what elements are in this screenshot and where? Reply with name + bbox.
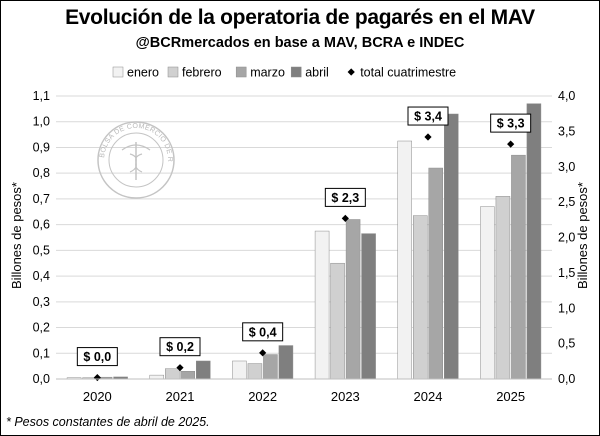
- total-label-box: [324, 187, 366, 207]
- legend-label: marzo: [250, 66, 285, 80]
- y-tick-label: 1,0: [33, 115, 50, 129]
- y2-tick-label: 4,0: [558, 89, 575, 103]
- gridlines: [56, 95, 552, 354]
- total-label-box: [242, 322, 284, 342]
- bar-marzo: [428, 167, 443, 380]
- bar-febrero: [495, 196, 511, 380]
- seal-inner-ring: [108, 132, 164, 188]
- seal-emblem-wings: [121, 144, 151, 151]
- y2-tick-label: 0,5: [558, 337, 575, 351]
- total-label: $ 3,4: [414, 110, 442, 124]
- seal-emblem-snake: [129, 153, 143, 173]
- x-tick-label: 2025: [496, 389, 525, 404]
- y-tick-label: 0,7: [33, 192, 50, 206]
- y2-tick-label: 3,5: [558, 124, 575, 138]
- seal-outer-ring: [97, 121, 175, 199]
- y-axis-title: Billones de pesos*: [9, 182, 24, 289]
- legend-label: total cuatrimestre: [360, 66, 456, 80]
- y2-axis-title: Billones de pesos*: [575, 182, 590, 289]
- y2-tick-label: 2,5: [558, 195, 575, 209]
- x-tick-label: 2020: [83, 389, 112, 404]
- total-label: $ 0,0: [83, 350, 111, 364]
- y-tick-label: 0,5: [33, 243, 50, 257]
- y-tick-label: 0,4: [33, 269, 50, 283]
- y-tick-label: 0,8: [33, 166, 50, 180]
- y-tick-label: 0,0: [33, 372, 50, 386]
- bar-abril: [526, 103, 542, 380]
- total-label-box: [159, 337, 201, 357]
- legend-swatch-abril: [290, 66, 302, 78]
- bar-enero: [480, 206, 495, 380]
- legend-swatch-enero: [112, 66, 124, 78]
- y2-tick-label: 2,0: [558, 231, 575, 245]
- y-tick-label: 0,9: [33, 140, 50, 154]
- y-tick-label: 0,3: [33, 295, 50, 309]
- totals-layer: $ 0,0 $ 0,2 $ 0,4 $ 2,3 $ 3,4 $ 3,3: [76, 106, 532, 382]
- bar-marzo: [511, 154, 526, 380]
- bar-marzo: [263, 354, 278, 380]
- y-tick-label: 0,2: [33, 321, 50, 335]
- total-label-box: [407, 106, 449, 126]
- legend-label: enero: [127, 66, 159, 80]
- total-marker: [507, 140, 515, 148]
- x-tick-label: 2022: [248, 389, 277, 404]
- bar-enero: [397, 140, 412, 380]
- y-tick-label: 0,6: [33, 218, 50, 232]
- legend-label: abril: [305, 66, 329, 80]
- total-marker: [341, 214, 349, 222]
- bar-abril: [278, 345, 294, 380]
- x-tick-label: 2023: [331, 389, 360, 404]
- bar-enero: [149, 374, 164, 380]
- chart-title: Evolución de la operatoria de pagarés en…: [65, 6, 535, 29]
- bar-febrero: [330, 262, 345, 380]
- x-tick-label: 2021: [166, 389, 195, 404]
- total-label: $ 3,3: [497, 117, 525, 131]
- y2-tick-label: 1,5: [558, 266, 575, 280]
- axes-layer: 0,0 0,1 0,2 0,3 0,4 0,5 0,6 0,7 0,8 0,9 1,0 1,1 0,0 0…: [9, 89, 590, 404]
- bar-enero: [314, 230, 330, 380]
- bar-abril: [361, 233, 376, 380]
- total-marker: [176, 364, 184, 372]
- y-tick-label: 0,1: [33, 346, 50, 360]
- total-label-box: [76, 347, 118, 367]
- total-label: $ 0,2: [166, 340, 194, 354]
- legend-swatch-total: [347, 68, 355, 76]
- total-label-box: [490, 113, 532, 133]
- footnote: * Pesos constantes de abril de 2025.: [6, 415, 210, 429]
- total-marker: [259, 349, 267, 357]
- watermark-seal: BOLSA DE COMERCIO DE ROSARIO: [0, 0, 175, 199]
- bar-enero: [232, 360, 247, 380]
- x-tick-label: 2024: [414, 389, 443, 404]
- total-label: $ 0,4: [249, 325, 277, 339]
- y2-tick-label: 1,0: [558, 301, 575, 315]
- bars-layer: [66, 103, 542, 380]
- total-label: $ 2,3: [331, 191, 359, 205]
- legend-label: febrero: [182, 66, 222, 80]
- y-tick-label: 1,1: [33, 89, 50, 103]
- legend-swatch-febrero: [167, 66, 179, 78]
- bar-febrero: [165, 368, 180, 380]
- total-marker: [93, 373, 101, 382]
- total-marker: [424, 133, 432, 141]
- bar-abril: [444, 113, 459, 380]
- seal-text: BOLSA DE COMERCIO DE ROSARIO: [0, 0, 173, 162]
- legend: enero febrero marzo abril total cuatrimestre: [112, 66, 456, 80]
- legend-swatch-marzo: [235, 66, 247, 78]
- bar-marzo: [180, 371, 195, 380]
- bar-febrero: [247, 363, 263, 380]
- y2-tick-label: 3,0: [558, 160, 575, 174]
- y2-tick-label: 0,0: [558, 372, 575, 386]
- bar-febrero: [413, 215, 428, 380]
- chart-subtitle: @BCRmercados en base a MAV, BCRA e INDEC: [135, 35, 465, 51]
- bar-abril: [196, 360, 211, 380]
- bar-marzo: [345, 219, 361, 380]
